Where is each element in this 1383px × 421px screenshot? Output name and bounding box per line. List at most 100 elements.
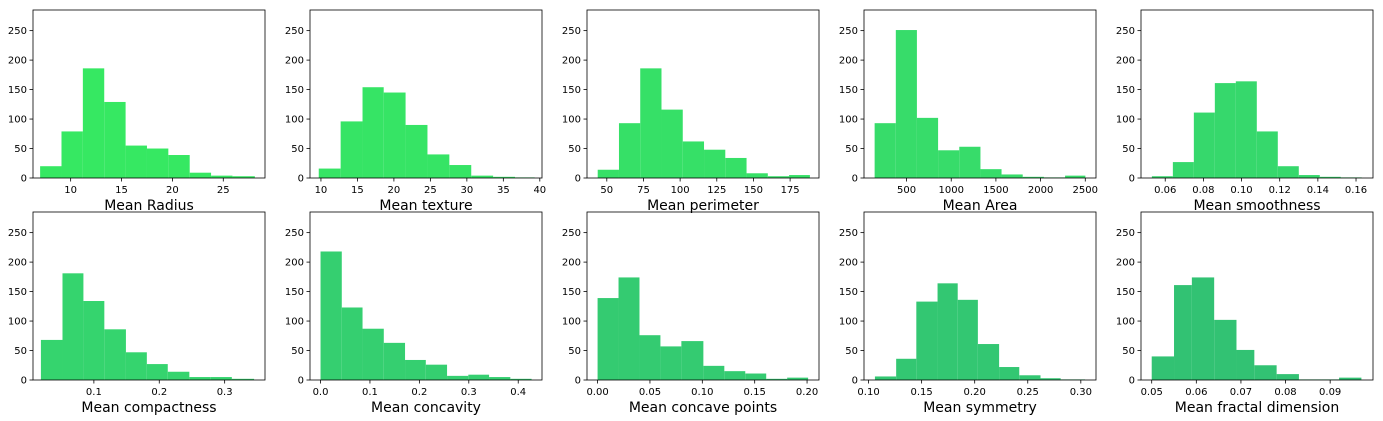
x-tick-label: 15 <box>115 185 128 196</box>
y-tick-label: 250 <box>839 26 858 37</box>
histogram-bar <box>125 145 147 178</box>
x-tick-label: 0.12 <box>1269 185 1291 196</box>
y-tick-label: 150 <box>562 85 581 96</box>
y-tick-label: 250 <box>562 26 581 37</box>
histogram-bar <box>340 121 363 178</box>
plot-frame <box>32 9 266 179</box>
histogram-bar <box>977 344 1000 380</box>
plot-frame <box>309 211 543 381</box>
histogram-bar <box>1019 375 1041 380</box>
histogram-bar <box>640 68 662 178</box>
x-tick-label: 20 <box>388 185 401 196</box>
x-tick-label: 0.15 <box>744 387 766 398</box>
histogram-bar <box>320 251 342 380</box>
x-axis-label: Mean perimeter <box>647 198 759 214</box>
x-tick-label: 15 <box>351 185 364 196</box>
x-tick-label: 175 <box>781 185 800 196</box>
histogram-panel-7: 0 50 100 150 200 250 0.0 0.1 0.2 0.3 0.4 Mean conca… <box>285 211 543 416</box>
x-tick-label: 0.25 <box>1017 387 1039 398</box>
histogram-bar <box>1254 365 1277 380</box>
histogram-bar <box>1172 162 1194 178</box>
histogram-bar <box>874 376 897 380</box>
y-tick-label: 250 <box>1116 228 1135 239</box>
x-tick-label: 0.1 <box>362 387 378 398</box>
y-tick-label: 200 <box>1116 258 1135 269</box>
histogram-bar <box>959 146 981 178</box>
y-tick-label: 100 <box>562 317 581 328</box>
y-tick-label: 150 <box>1116 85 1135 96</box>
x-tick-label: 10 <box>64 185 77 196</box>
histogram-bar <box>427 154 450 178</box>
histogram-panel-1: 0 50 100 150 200 250 10 15 20 25 Mean Radius <box>8 9 266 214</box>
x-tick-label: 0.10 <box>1230 185 1252 196</box>
histogram-bar <box>1040 378 1061 380</box>
histogram-bar <box>1319 176 1341 178</box>
plot-frame <box>1140 211 1374 381</box>
histogram-bar <box>1174 285 1192 380</box>
x-tick-label: 50 <box>600 185 613 196</box>
x-tick-label: 0.20 <box>796 387 818 398</box>
histogram-bar <box>1256 131 1278 178</box>
histogram-bar <box>232 176 255 178</box>
y-tick-label: 250 <box>285 228 304 239</box>
plot-frame <box>1140 9 1374 179</box>
histogram-bar <box>1151 356 1175 380</box>
x-tick-label: 0.3 <box>217 387 233 398</box>
histogram-bar <box>468 374 490 380</box>
histogram-panel-10: 0 50 100 150 200 250 0.05 0.06 0.07 0.08 0.09 Mean … <box>1116 211 1374 416</box>
x-tick-label: 30 <box>460 185 473 196</box>
x-tick-label: 0.00 <box>586 387 608 398</box>
histogram-bar <box>789 175 810 178</box>
y-tick-label: 200 <box>1116 56 1135 67</box>
y-tick-label: 50 <box>845 144 858 155</box>
histogram-bar <box>1235 81 1257 178</box>
x-axis-label: Mean concave points <box>629 400 777 416</box>
histogram-bar <box>125 352 147 380</box>
plot-frame <box>586 211 820 381</box>
histogram-bar <box>1277 166 1299 178</box>
histogram-bar <box>146 364 168 380</box>
y-tick-label: 0 <box>575 174 581 185</box>
x-tick-label: 35 <box>497 185 510 196</box>
x-tick-label: 0.09 <box>1319 387 1341 398</box>
y-tick-label: 100 <box>1116 317 1135 328</box>
y-tick-label: 50 <box>568 144 581 155</box>
y-tick-label: 0 <box>298 376 304 387</box>
histogram-bar <box>639 335 661 380</box>
y-tick-label: 50 <box>14 144 27 155</box>
x-tick-label: 0.2 <box>411 387 427 398</box>
y-tick-label: 250 <box>562 228 581 239</box>
x-tick-label: 0.08 <box>1192 185 1214 196</box>
histogram-bar <box>1001 174 1023 178</box>
histogram-bar <box>405 359 426 380</box>
histogram-bar <box>1214 83 1236 178</box>
y-tick-label: 100 <box>1116 115 1135 126</box>
y-tick-label: 0 <box>575 376 581 387</box>
x-axis-label: Mean Radius <box>104 198 194 214</box>
histogram-bar <box>597 169 619 178</box>
y-tick-label: 200 <box>285 258 304 269</box>
y-tick-label: 0 <box>852 376 858 387</box>
x-tick-label: 0.05 <box>639 387 661 398</box>
plot-frame <box>863 211 1097 381</box>
x-tick-label: 0.06 <box>1185 387 1207 398</box>
histogram-panel-3: 0 50 100 150 200 250 50 75 100 125 150 175 Mean peri… <box>562 9 820 214</box>
histogram-bar <box>341 307 363 380</box>
y-tick-label: 150 <box>839 287 858 298</box>
plot-frame <box>863 9 1097 179</box>
y-tick-label: 0 <box>21 376 27 387</box>
y-tick-label: 100 <box>285 317 304 328</box>
x-axis-label: Mean smoothness <box>1193 198 1320 214</box>
y-tick-label: 150 <box>839 85 858 96</box>
x-axis-label: Mean concavity <box>371 400 481 416</box>
histogram-bar <box>980 169 1002 178</box>
histogram-bar <box>425 364 448 380</box>
x-axis-label: Mean symmetry <box>923 400 1037 416</box>
y-tick-label: 100 <box>839 115 858 126</box>
x-tick-label: 0.0 <box>313 387 329 398</box>
histogram-bar <box>1339 377 1362 380</box>
y-tick-label: 150 <box>8 287 27 298</box>
histogram-bar <box>405 124 428 178</box>
